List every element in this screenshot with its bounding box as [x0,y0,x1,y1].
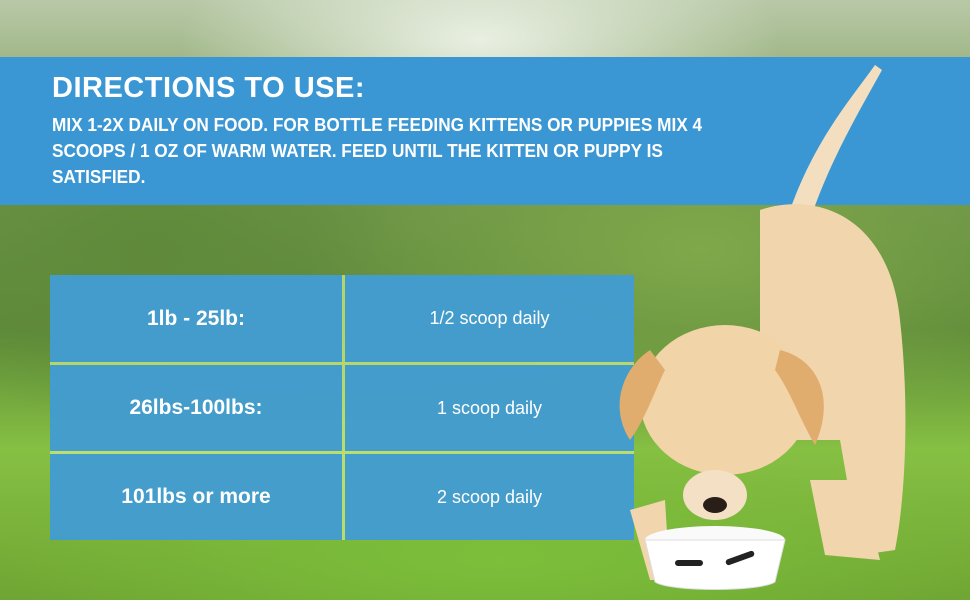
weight-cell: 101lbs or more [50,454,342,540]
puppy-eating-from-bowl-icon [619,65,906,590]
dose-cell: 1 scoop daily [345,365,634,451]
directions-text: MIX 1-2X DAILY ON FOOD. FOR BOTTLE FEEDI… [52,114,703,187]
page-title: DIRECTIONS TO USE: [52,72,365,104]
weight-cell: 26lbs-100lbs: [50,365,342,451]
dose-cell: 1/2 scoop daily [345,275,634,362]
weight-cell: 1lb - 25lb: [50,275,342,362]
dose-cell: 2 scoop daily [345,454,634,540]
dosage-table: 1lb - 25lb: 1/2 scoop daily 26lbs-100lbs… [50,275,634,540]
